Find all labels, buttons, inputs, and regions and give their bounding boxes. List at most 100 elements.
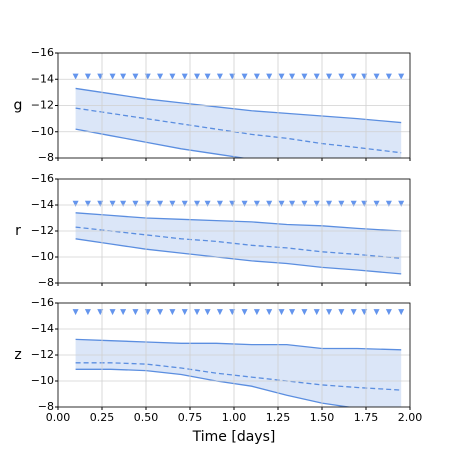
upper-limit-marker (326, 73, 333, 80)
upper-limit-marker (109, 200, 116, 207)
upper-limit-marker (313, 73, 320, 80)
upper-limit-marker (301, 73, 308, 80)
upper-limit-marker (266, 73, 273, 80)
upper-limit-marker (253, 73, 260, 80)
x-tick-label: 1.75 (354, 411, 379, 424)
y-tick-label: −16 (31, 172, 54, 185)
upper-limit-marker (266, 309, 273, 316)
upper-limit-marker (194, 73, 201, 80)
upper-limit-marker (338, 309, 345, 316)
upper-limit-marker (253, 309, 260, 316)
x-axis-label: Time [days] (192, 429, 276, 445)
upper-limit-marker (84, 73, 91, 80)
upper-limit-marker (289, 73, 296, 80)
band-fill (75, 339, 402, 407)
x-tick-label: 1.00 (222, 411, 247, 424)
upper-limit-marker (385, 73, 392, 80)
x-tick-label: 0.50 (134, 411, 159, 424)
axes-frame (57, 178, 411, 284)
upper-limit-marker (253, 200, 260, 207)
upper-limit-marker (350, 309, 357, 316)
plot-area (72, 73, 405, 158)
x-tick-label: 1.50 (310, 411, 335, 424)
y-axis-label: z (14, 347, 21, 363)
line (75, 362, 402, 391)
x-tick-label: 2.00 (398, 411, 423, 424)
upper-limit-marker (373, 200, 380, 207)
line (75, 226, 402, 259)
axes-frame (57, 302, 411, 408)
y-tick-label: −14 (31, 322, 54, 335)
x-tick-label: 1.25 (266, 411, 291, 424)
y-tick-label: −10 (31, 125, 54, 138)
upper-limit-marker (373, 309, 380, 316)
y-tick-label: −10 (31, 250, 54, 263)
upper-limit-marker (181, 73, 188, 80)
upper-limit-marker (350, 200, 357, 207)
y-tick-label: −8 (38, 400, 54, 413)
upper-limit-marker (169, 200, 176, 207)
upper-limit-marker (132, 200, 139, 207)
upper-limit-marker (338, 73, 345, 80)
upper-limit-marker (216, 309, 223, 316)
upper-limit-marker (385, 309, 392, 316)
upper-limit-marker (398, 200, 405, 207)
x-tick-label: 0.25 (90, 411, 115, 424)
y-axis-label: r (15, 223, 21, 239)
y-tick-label: −12 (31, 99, 54, 112)
upper-limit-marker (157, 73, 164, 80)
upper-limit-marker (241, 309, 248, 316)
upper-limit-marker (132, 309, 139, 316)
upper-limit-marker (157, 309, 164, 316)
upper-limit-marker (169, 309, 176, 316)
y-tick-label: −14 (31, 198, 54, 211)
upper-limit-marker (398, 309, 405, 316)
upper-limit-marker (169, 73, 176, 80)
upper-limit-marker (326, 200, 333, 207)
plot-area (72, 200, 405, 275)
upper-limit-marker (132, 73, 139, 80)
upper-limit-marker (313, 200, 320, 207)
upper-limit-marker (84, 200, 91, 207)
upper-limit-marker (216, 73, 223, 80)
y-tick-label: −12 (31, 224, 54, 237)
upper-limit-marker (289, 309, 296, 316)
upper-limit-marker (313, 309, 320, 316)
y-tick-label: −10 (31, 374, 54, 387)
y-tick-label: −12 (31, 348, 54, 361)
upper-limit-marker (326, 309, 333, 316)
upper-limit-marker (194, 200, 201, 207)
upper-limit-marker (216, 200, 223, 207)
y-tick-label: −16 (31, 296, 54, 309)
upper-limit-marker (350, 73, 357, 80)
upper-limit-marker (72, 73, 79, 80)
upper-limit-marker (72, 309, 79, 316)
upper-limit-marker (241, 73, 248, 80)
upper-limit-marker (338, 200, 345, 207)
y-tick-label: −14 (31, 72, 54, 85)
upper-limit-marker (181, 200, 188, 207)
y-axis-label: g (14, 98, 23, 114)
x-tick-label: 0.00 (46, 411, 71, 424)
upper-limit-marker (266, 200, 273, 207)
upper-limit-marker (301, 309, 308, 316)
upper-limit-marker (241, 200, 248, 207)
upper-limit-marker (373, 73, 380, 80)
y-tick-label: −16 (31, 46, 54, 59)
upper-limit-marker (181, 309, 188, 316)
upper-limit-marker (398, 73, 405, 80)
plot-area (72, 309, 405, 407)
upper-limit-marker (109, 309, 116, 316)
upper-limit-marker (72, 200, 79, 207)
upper-limit-marker (157, 200, 164, 207)
upper-limit-marker (120, 200, 127, 207)
axes-frame (57, 52, 411, 159)
y-tick-label: −8 (38, 151, 54, 164)
upper-limit-marker (301, 200, 308, 207)
upper-limit-marker (289, 200, 296, 207)
upper-limit-marker (120, 309, 127, 316)
y-tick-label: −8 (38, 276, 54, 289)
upper-limit-marker (204, 73, 211, 80)
upper-limit-marker (84, 309, 91, 316)
